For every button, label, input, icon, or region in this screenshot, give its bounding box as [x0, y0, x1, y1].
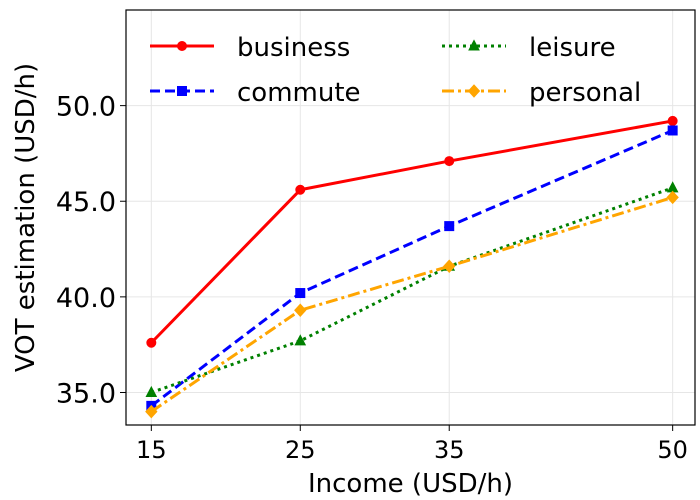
y-tick-label: 40.0 [56, 283, 116, 314]
legend-label: commute [237, 78, 361, 108]
business-point [295, 184, 306, 195]
grid [126, 10, 695, 425]
business-point [146, 337, 157, 348]
x-tick-label: 35 [434, 436, 465, 464]
commute-point [444, 221, 455, 232]
personal-point [666, 190, 679, 205]
x-tick-label: 25 [285, 436, 316, 464]
legend-item-personal: personal [442, 78, 641, 108]
legend-marker [177, 41, 187, 51]
series-lines [145, 115, 679, 419]
business-line [150, 119, 673, 344]
y-tick-label: 35.0 [56, 378, 116, 409]
series-business [146, 115, 678, 348]
business-point [444, 156, 455, 167]
y-tick-label: 45.0 [56, 187, 116, 218]
commute-point [667, 125, 678, 136]
legend-marker [177, 86, 187, 96]
legend-marker [467, 84, 481, 98]
legend: business commute leisure personal [150, 33, 641, 108]
legend-label: leisure [529, 33, 616, 63]
legend-label: business [237, 33, 350, 63]
series-personal [145, 190, 679, 419]
commute-point [295, 288, 306, 299]
business-point [667, 115, 678, 126]
leisure-point [666, 181, 679, 193]
x-tick-label: 50 [657, 436, 688, 464]
x-tick-label: 15 [136, 436, 167, 464]
x-axis-title: Income (USD/h) [308, 469, 513, 499]
leisure-point [294, 334, 307, 346]
leisure-point [145, 385, 158, 397]
series-leisure [145, 181, 679, 397]
personal-point [145, 404, 158, 419]
leisure-line [150, 186, 674, 394]
legend-item-business: business [150, 33, 350, 63]
commute-line [150, 129, 674, 408]
legend-marker [468, 39, 480, 51]
axes: 15 25 35 50 35.0 40.0 45.0 50.0 [56, 92, 688, 464]
legend-item-leisure: leisure [442, 33, 616, 63]
legend-item-commute: commute [150, 78, 361, 108]
y-axis-title: VOT estimation (USD/h) [11, 63, 41, 372]
legend-label: personal [529, 78, 641, 108]
plot-area-frame [125, 9, 696, 426]
personal-point [294, 303, 307, 317]
personal-line [150, 195, 674, 413]
y-tick-label: 50.0 [56, 92, 116, 123]
personal-point [443, 259, 456, 274]
